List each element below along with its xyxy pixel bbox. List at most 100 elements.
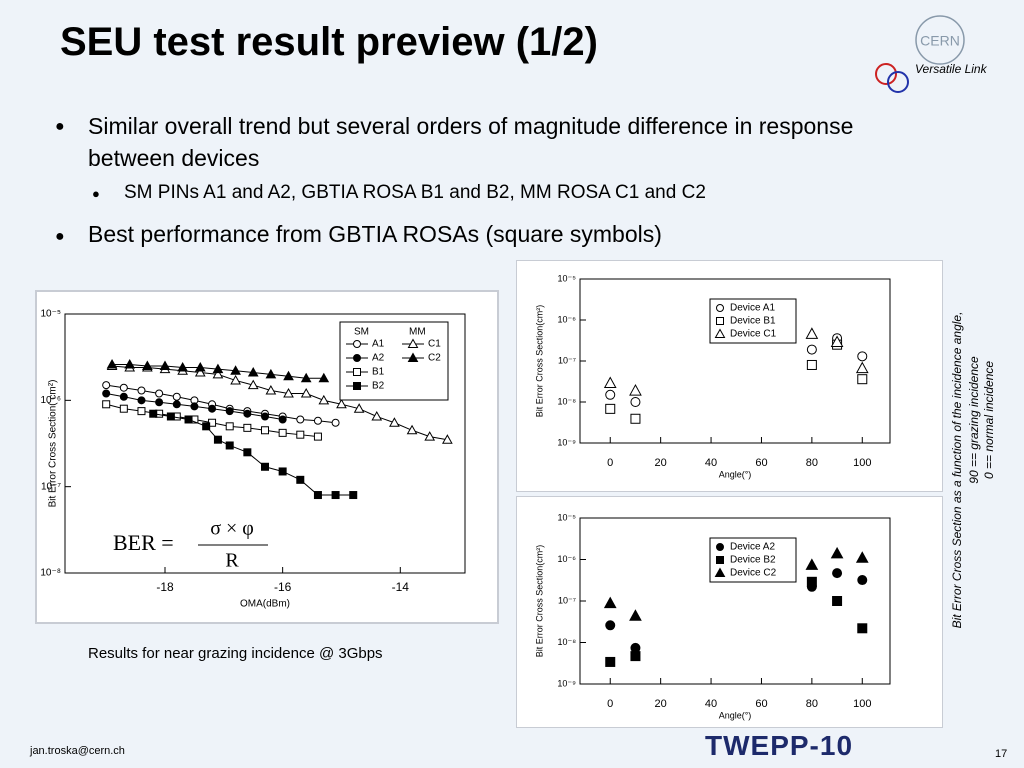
marker	[353, 368, 361, 376]
bullet-dot: ●	[55, 118, 65, 135]
marker	[137, 396, 146, 405]
marker	[243, 409, 252, 418]
marker	[353, 403, 365, 413]
marker	[716, 304, 724, 312]
marker	[857, 623, 868, 634]
marker	[278, 467, 287, 476]
footer-email: jan.troska@cern.ch	[30, 745, 125, 757]
marker	[830, 546, 844, 559]
marker	[630, 642, 641, 653]
x-tick-label: 80	[806, 457, 818, 469]
marker	[318, 372, 330, 383]
y-tick-label: 10⁻⁵	[558, 512, 577, 522]
marker	[407, 352, 419, 362]
legend-box	[709, 537, 797, 583]
marker	[155, 398, 164, 407]
y-tick-label: 10⁻⁸	[557, 396, 576, 406]
marker	[296, 475, 305, 484]
marker	[172, 400, 181, 409]
marker	[194, 366, 206, 377]
marker	[261, 426, 269, 435]
marker	[830, 335, 844, 348]
marker	[124, 358, 136, 369]
marker	[406, 424, 418, 435]
marker	[119, 383, 128, 392]
marker	[102, 400, 111, 409]
marker	[630, 397, 641, 407]
marker	[441, 434, 453, 444]
legend-label: Device C2	[730, 568, 777, 579]
marker	[313, 416, 322, 425]
legend-title: SM	[354, 327, 369, 338]
legend-box	[709, 298, 797, 344]
marker	[832, 568, 843, 579]
x-axis-label: Angle(°)	[719, 710, 752, 720]
y-tick-label: 10⁻⁸	[40, 568, 61, 579]
marker	[102, 389, 111, 398]
side-note: Bit Error Cross Section as a function of…	[950, 312, 964, 629]
sub-bullet: SM PINs A1 and A2, GBTIA ROSA B1 and B2,…	[124, 182, 706, 203]
marker	[318, 394, 330, 405]
marker	[407, 338, 419, 348]
series-line	[153, 413, 354, 496]
marker	[629, 384, 642, 396]
marker	[155, 389, 164, 398]
legend-label: B1	[372, 367, 385, 378]
marker	[605, 403, 616, 414]
y-tick-label: 10⁻⁷	[558, 595, 576, 605]
marker	[300, 372, 312, 383]
x-tick-label: 100	[853, 698, 871, 710]
marker	[353, 354, 361, 362]
marker	[212, 363, 224, 374]
marker	[806, 576, 817, 587]
marker	[166, 412, 175, 421]
marker	[806, 344, 817, 355]
legend-label: Device C1	[730, 329, 777, 340]
marker	[225, 441, 234, 450]
legend-label: C2	[428, 353, 441, 364]
marker	[353, 340, 361, 348]
marker	[605, 620, 616, 631]
marker	[605, 656, 616, 667]
y-axis-label: Bit Error Cross Section( cm²)	[48, 380, 59, 508]
legend-label: A1	[372, 339, 385, 350]
marker	[265, 368, 277, 379]
x-tick-label: 80	[806, 698, 818, 710]
figure-panel	[516, 496, 943, 728]
footer-event: TWEPP-10	[705, 730, 854, 761]
legend-label: Device A2	[730, 542, 775, 553]
bullet-dot: ●	[92, 186, 100, 201]
marker	[225, 422, 234, 431]
marker	[714, 567, 726, 577]
marker	[716, 543, 724, 551]
marker	[102, 381, 111, 390]
legend-label: C1	[428, 339, 441, 350]
marker	[806, 359, 817, 370]
marker	[278, 415, 287, 424]
marker	[629, 609, 642, 621]
marker	[300, 387, 312, 398]
logo: CERN Versatile Link	[875, 15, 988, 93]
logo-circle-red	[875, 63, 897, 85]
marker	[805, 327, 819, 339]
marker	[424, 431, 436, 441]
side-note: 0 == normal incidence	[982, 361, 996, 479]
y-tick-label: 10⁻⁹	[557, 678, 576, 688]
y-tick-label: 10⁻⁷	[558, 355, 576, 365]
marker	[243, 448, 252, 457]
marker	[261, 412, 269, 421]
marker	[261, 462, 269, 471]
y-tick-label: 10⁻⁸	[557, 637, 576, 647]
marker	[714, 328, 726, 338]
marker	[137, 407, 146, 416]
x-tick-label: -18	[156, 580, 174, 594]
x-tick-label: 0	[607, 698, 613, 710]
marker	[177, 361, 189, 372]
x-axis-label: OMA(dBm)	[240, 599, 290, 610]
y-tick-label: 10⁻⁹	[557, 437, 576, 447]
marker	[857, 351, 868, 362]
marker	[313, 491, 322, 500]
x-tick-label: 40	[705, 698, 717, 710]
logo-text: CERN	[920, 33, 960, 49]
